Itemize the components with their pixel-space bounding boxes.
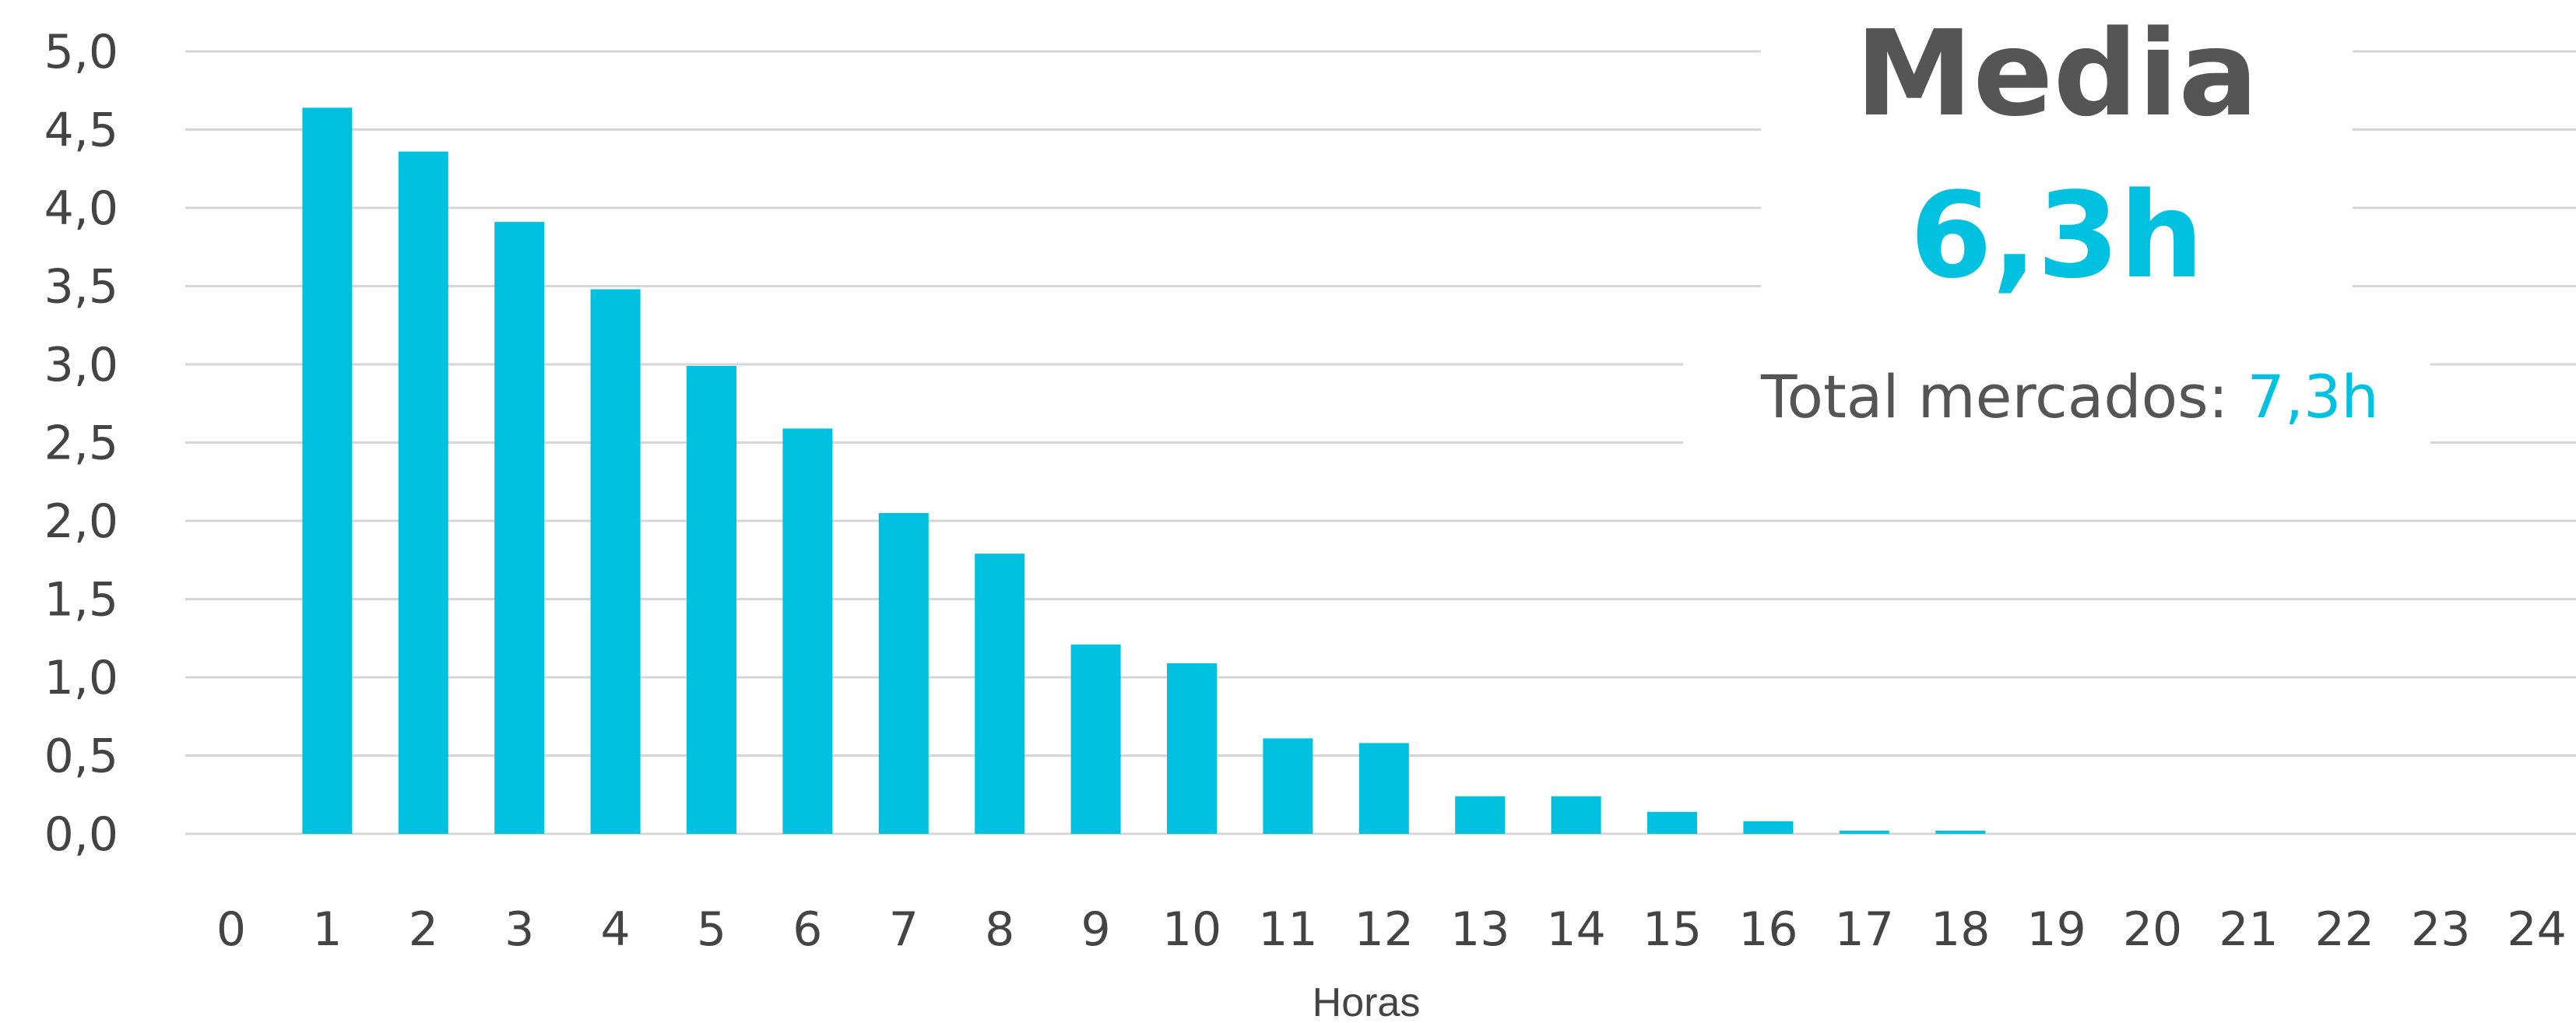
x-tick-label: 12 xyxy=(1355,902,1414,957)
x-tick-label: 14 xyxy=(1546,902,1605,957)
y-tick-label: 0,5 xyxy=(44,729,118,784)
total-markets-value: 7,3h xyxy=(2247,362,2379,431)
y-tick-label: 4,0 xyxy=(44,181,118,236)
x-tick-label: 6 xyxy=(792,902,822,957)
x-tick-label: 16 xyxy=(1738,902,1798,957)
average-value: 6,3h xyxy=(1910,167,2204,304)
y-axis-ticks: 0,0 0,5 1,0 1,5 2,0 2,5 3,0 3,5 4,0 4,5 5,0 xyxy=(44,25,118,862)
bar xyxy=(782,428,833,834)
bar xyxy=(1743,821,1794,834)
x-tick-label: 2 xyxy=(409,902,438,957)
total-markets-line: Total mercados: 7,3h xyxy=(1761,358,2379,436)
bar xyxy=(1839,830,1889,834)
x-tick-label: 7 xyxy=(889,902,919,957)
x-tick-label: 19 xyxy=(2026,902,2086,957)
x-tick-label: 10 xyxy=(1162,902,1221,957)
x-tick-label: 4 xyxy=(601,902,631,957)
x-tick-label: 24 xyxy=(2507,902,2566,957)
x-tick-label: 9 xyxy=(1081,902,1111,957)
bar xyxy=(1167,663,1217,834)
bar xyxy=(302,107,353,835)
y-tick-label: 4,5 xyxy=(44,104,118,158)
average-heading: Media xyxy=(1855,5,2258,142)
x-axis-title: Horas xyxy=(1313,980,1421,1023)
y-tick-label: 3,0 xyxy=(44,338,118,392)
y-tick-label: 2,5 xyxy=(44,417,118,471)
bar xyxy=(1358,743,1409,834)
x-tick-label: 3 xyxy=(504,902,534,957)
x-tick-label: 23 xyxy=(2411,902,2470,957)
x-tick-label: 1 xyxy=(312,902,342,957)
y-tick-label: 1,5 xyxy=(44,573,118,628)
y-tick-label: 0,0 xyxy=(44,807,118,862)
total-markets-box xyxy=(1683,335,2430,459)
bar xyxy=(687,366,736,834)
bar xyxy=(1647,811,1697,834)
bar xyxy=(975,554,1025,834)
bar xyxy=(1935,830,1986,834)
bar xyxy=(1070,644,1121,834)
x-tick-label: 20 xyxy=(2123,902,2182,957)
bar xyxy=(1263,738,1313,834)
x-tick-label: 13 xyxy=(1450,902,1509,957)
x-axis-ticks: 0 1 2 3 4 5 6 7 8 9 10 11 12 13 14 15 16 17 18 19 20 21 22 23 24 xyxy=(216,902,2567,957)
y-tick-label: 2,0 xyxy=(44,494,118,549)
bar xyxy=(398,151,448,834)
x-tick-label: 18 xyxy=(1931,902,1990,957)
y-tick-label: 5,0 xyxy=(44,25,118,79)
bar xyxy=(1551,796,1601,834)
x-tick-label: 0 xyxy=(216,902,246,957)
x-tick-label: 21 xyxy=(2219,902,2278,957)
x-tick-label: 15 xyxy=(1643,902,1702,957)
total-markets-label: Total mercados: xyxy=(1761,362,2247,431)
y-tick-label: 3,5 xyxy=(44,260,118,315)
bar xyxy=(878,512,929,834)
bar xyxy=(590,289,641,834)
bar xyxy=(1455,796,1506,834)
y-tick-label: 1,0 xyxy=(44,651,118,705)
x-tick-label: 22 xyxy=(2315,902,2374,957)
bars xyxy=(302,107,1986,835)
x-tick-label: 17 xyxy=(1835,902,1894,957)
bar xyxy=(494,222,545,835)
x-tick-label: 11 xyxy=(1258,902,1317,957)
x-tick-label: 8 xyxy=(985,902,1014,957)
x-tick-label: 5 xyxy=(697,902,726,957)
